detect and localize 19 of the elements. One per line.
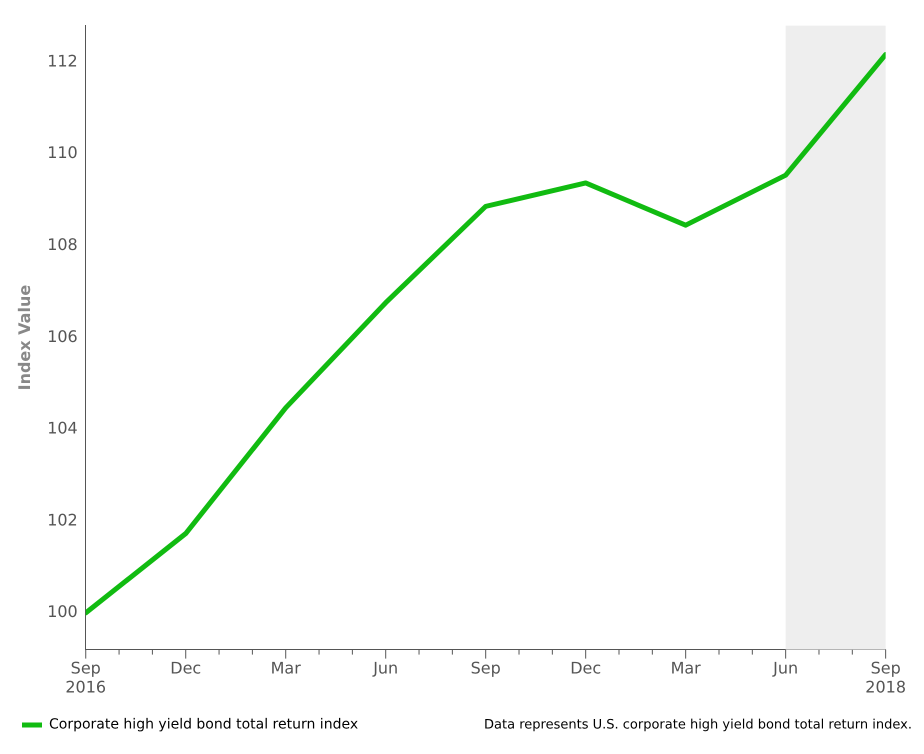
y-tick-label: 110 xyxy=(47,143,78,162)
y-tick-label: 104 xyxy=(47,418,78,438)
x-tick-label: Mar xyxy=(670,658,702,678)
y-tick-label: 112 xyxy=(47,51,78,70)
x-tick-label: Jun xyxy=(772,658,798,678)
x-tick-label: Dec xyxy=(170,658,202,678)
x-tick-label: Sep 2016 xyxy=(65,658,106,697)
legend-label: Corporate high yield bond total return index xyxy=(49,716,358,733)
y-tick-label: 100 xyxy=(47,602,78,622)
y-tick-label: 106 xyxy=(47,326,78,346)
x-tick-label: Mar xyxy=(270,658,302,678)
x-tick-label: Jun xyxy=(372,658,398,678)
text: Data represents U.S. corporate high yield bond total return index. xyxy=(484,717,912,732)
y-tick-label: 108 xyxy=(47,234,78,254)
y-axis-title: Index Value xyxy=(14,284,34,390)
x-tick-label: Sep 2018 xyxy=(865,658,906,697)
x-tick-label: Sep xyxy=(470,658,501,678)
y-tick-label: 102 xyxy=(47,510,78,530)
x-tick-label: Dec xyxy=(570,658,602,678)
